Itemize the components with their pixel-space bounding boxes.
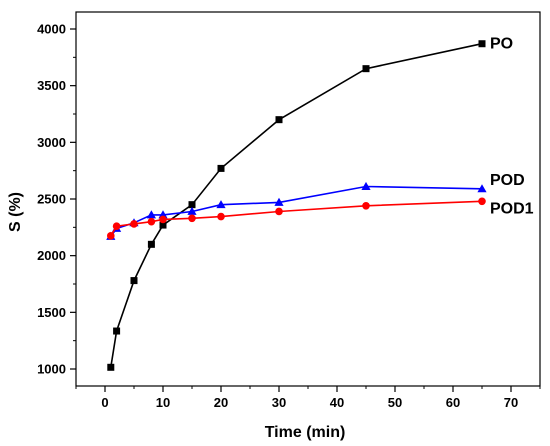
point-PO-1: [107, 363, 115, 371]
point-PO-20: [217, 164, 225, 172]
series-PO: PO: [107, 36, 513, 371]
y-tick-label-4000: 4000: [37, 22, 66, 37]
y-tick-label-3500: 3500: [37, 78, 66, 93]
series-POD1: POD1: [107, 197, 534, 240]
point-POD-8: [146, 210, 156, 219]
point-POD1-15: [188, 214, 196, 223]
y-tick-label-3000: 3000: [37, 135, 66, 150]
series-line-POD: [110, 185, 483, 237]
point-POD1-45: [362, 202, 370, 210]
point-POD-20: [216, 200, 226, 209]
x-tick-label-50: 50: [388, 395, 402, 410]
point-POD1-8: [147, 217, 156, 226]
point-PO-5: [130, 277, 138, 285]
point-POD-65: [477, 184, 487, 193]
point-PO-15: [188, 201, 196, 209]
y-axis-title: S (%): [7, 192, 24, 232]
x-tick-label-60: 60: [446, 395, 460, 410]
y-tick-label-1000: 1000: [37, 362, 66, 377]
point-POD-15: [187, 206, 197, 215]
y-tick-label-2500: 2500: [37, 192, 66, 207]
series-line-POD1: [110, 200, 483, 237]
x-tick-label-10: 10: [156, 395, 170, 410]
point-PO-10: [159, 221, 167, 229]
series-line-PO: [110, 42, 483, 368]
series-label-POD: POD: [490, 172, 525, 189]
point-POD-10: [158, 210, 168, 219]
x-tick-label-0: 0: [101, 395, 108, 410]
point-POD-30: [274, 197, 284, 206]
series-label-PO: PO: [490, 36, 513, 53]
series-POD: POD: [106, 172, 525, 240]
x-tick-label-40: 40: [330, 395, 344, 410]
x-tick-label-20: 20: [214, 395, 228, 410]
point-PO-30: [275, 116, 283, 124]
point-POD1-2: [112, 222, 121, 230]
point-PO-45: [362, 65, 370, 73]
point-POD1-30: [275, 207, 283, 216]
point-POD1-20: [217, 212, 225, 221]
point-POD1-10: [159, 215, 167, 224]
series-layer: PO POD POD1: [106, 36, 534, 371]
point-PO-8: [147, 240, 155, 248]
y-tick-label-1500: 1500: [37, 305, 66, 320]
point-POD1-1: [107, 232, 115, 240]
x-tick-label-30: 30: [272, 395, 286, 410]
point-POD1-5: [130, 220, 138, 228]
point-PO-2: [113, 327, 121, 335]
x-tick-label-70: 70: [504, 395, 518, 410]
axes-layer: 0 10 20 30 40 50 60 70 1000 1500 2000 2500 3000 3500 4…: [37, 11, 541, 410]
plot-frame: [75, 11, 541, 387]
point-POD-45: [361, 181, 371, 190]
x-axis-title: Time (min): [265, 424, 346, 441]
y-tick-label-2000: 2000: [37, 248, 66, 263]
point-PO-65: [478, 40, 486, 48]
point-POD1-65: [478, 197, 486, 206]
series-label-POD1: POD1: [490, 200, 534, 217]
